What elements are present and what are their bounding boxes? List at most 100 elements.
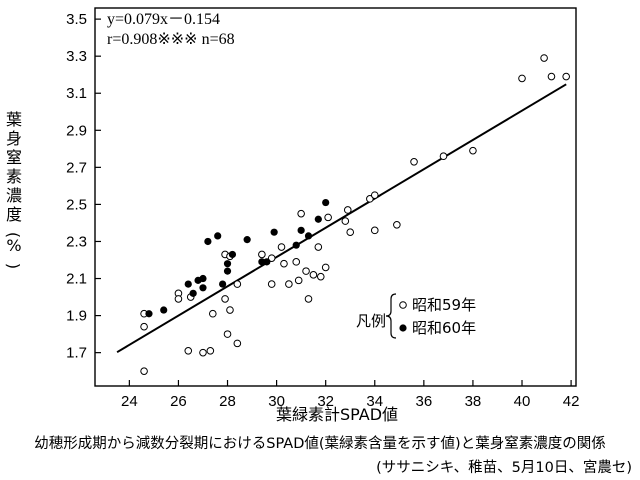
data-point-open [280,259,288,268]
data-point-open [267,254,276,262]
y-axis-label: 葉身窒素濃度 (%) [4,110,23,269]
legend-marker-filled [399,324,407,332]
data-point-open [324,213,332,222]
tick-labels: 24 26 28 30 32 34 36 38 40 42 1.7 1.9 2.1 2.3 2.5 2.7 2.… [66,11,579,410]
data-point-open [140,322,148,331]
data-point-filled [199,284,207,292]
data-point-filled [322,198,330,207]
scatter-plot: 24 26 28 30 32 34 36 38 40 42 1.7 1.9 2.1 2.3 2.5 2.7 2.… [4,7,579,424]
data-point-filled [145,310,153,318]
y-axis-label-char: ( [4,232,23,238]
regression-line-path [116,83,567,354]
y-axis-label-char: 濃 [6,186,22,205]
legend-title: 凡例 [356,312,386,330]
data-point-open [370,226,379,235]
data-point-open [343,206,352,214]
y-tick-label: 2.9 [66,122,87,139]
legend-brace [385,293,397,339]
data-point-open [304,295,313,303]
legend: 凡例 昭和59年 昭和60年 [356,293,476,339]
y-tick-label: 3.5 [66,11,87,28]
data-point-filled [223,260,232,268]
x-tick-label: 28 [219,393,236,410]
y-axis-label-char: 窒 [6,148,22,167]
legend-entry-2: 昭和60年 [412,319,476,337]
data-point-filled [314,215,322,223]
data-point-open [316,272,325,281]
data-point-open [208,309,217,318]
data-point-open [393,220,401,229]
y-tick-label: 2.5 [66,196,87,213]
regression-line [116,83,567,354]
x-tick-label: 24 [121,393,138,410]
data-point-open [199,348,207,357]
data-point-open [258,250,266,259]
data-point-open [540,54,548,62]
data-point-open [297,209,305,218]
data-point-open [184,346,193,355]
data-point-open [302,267,310,275]
data-point-open [321,263,330,272]
y-axis-label-char: % [6,236,21,255]
data-point-open [562,72,570,81]
data-point-open [547,72,556,81]
data-point-filled [304,232,313,240]
x-tick-label: 26 [170,393,187,410]
y-axis-label-char: ) [4,263,23,269]
data-point-open [277,243,286,251]
y-tick-label: 1.7 [66,345,87,362]
data-point-open [223,330,232,338]
data-point-open [206,346,215,355]
data-point-open [314,243,323,251]
data-point-open [469,146,477,155]
y-tick-label: 1.9 [66,308,87,325]
y-tick-label: 3.3 [66,48,87,65]
figure-caption-note: (ササニシキ、稚苗、5月10日、宮農セ) [376,460,632,476]
data-point-filled [292,241,300,249]
y-axis-label-char: 葉 [6,110,22,129]
data-point-filled [263,258,271,266]
x-tick-label: 34 [366,393,383,410]
y-tick-label: 2.3 [66,233,87,250]
data-point-filled [199,274,207,283]
data-point-open [285,280,293,288]
legend-entry-1: 昭和59年 [412,296,476,314]
data-point-open [267,280,276,288]
regression-stats: r=0.908※※※ n=68 [107,31,235,48]
legend-marker-open [399,301,407,309]
regression-equation: y=0.079x－0.154 [107,11,220,28]
plot-frame [94,7,577,387]
data-point-open [292,258,301,266]
data-point-open [518,74,526,83]
data-point-filled [228,250,237,259]
data-point-open [370,191,379,199]
data-point-open [221,295,229,303]
data-point-filled [219,280,227,288]
data-points [140,54,570,375]
data-point-open [233,339,242,348]
data-point-open [226,306,234,314]
y-tick-label: 2.7 [66,159,87,176]
data-point-filled [214,232,222,240]
data-point-filled [243,236,251,244]
data-point-filled [160,306,168,314]
x-tick-label: 30 [268,393,285,410]
data-point-open [366,195,374,203]
data-point-open [174,295,183,303]
y-tick-label: 3.1 [66,85,87,102]
data-point-open [309,271,318,279]
x-tick-label: 36 [416,393,433,410]
data-point-open [346,228,355,237]
data-point-open [410,157,418,166]
data-point-open [439,152,448,161]
data-point-open [294,276,303,285]
data-point-filled [189,289,197,297]
y-tick-label: 2.1 [66,271,87,288]
figure-caption: 幼穂形成期から減数分裂期におけるSPAD値(葉緑素含量を示す値)と葉身窒素濃度の… [34,436,606,452]
data-point-open [233,280,242,288]
data-point-filled [204,237,212,246]
axes [94,7,577,387]
y-axis-label-char: 身 [6,129,22,148]
x-tick-label: 32 [317,393,334,410]
data-point-open [140,367,148,375]
